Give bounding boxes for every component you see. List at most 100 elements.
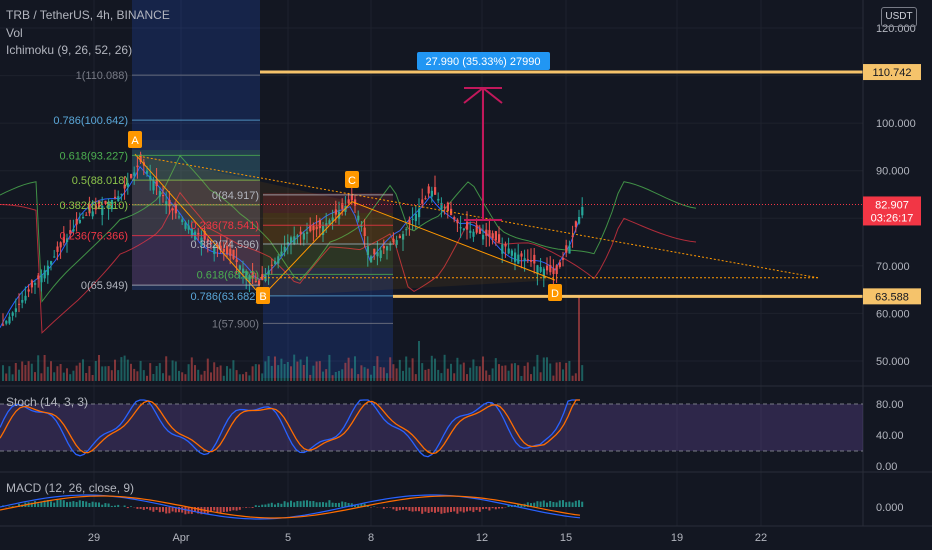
macd-histogram-bar xyxy=(293,502,296,507)
x-tick-label: 19 xyxy=(671,532,683,544)
volume-bar xyxy=(478,366,481,381)
macd-histogram-bar xyxy=(328,500,331,507)
volume-bar xyxy=(8,366,11,381)
currency-button[interactable]: USDT xyxy=(881,7,917,27)
macd-histogram-bar xyxy=(450,507,452,512)
candle-body xyxy=(514,252,517,262)
candle-body xyxy=(296,235,299,237)
macd-histogram-bar xyxy=(520,504,523,507)
time-axis[interactable]: 29 Apr 5 8 12 15 19 22 xyxy=(88,532,767,544)
symbol-title[interactable]: TRB / TetherUS, 4h, BINANCE xyxy=(6,8,170,22)
macd-histogram-bar xyxy=(341,501,344,507)
volume-bar xyxy=(549,363,552,381)
volume-bar xyxy=(472,359,475,381)
measure-label-box[interactable] xyxy=(417,52,550,70)
candle-body xyxy=(293,236,296,245)
volume-bar xyxy=(50,361,52,381)
volume-bar xyxy=(184,374,187,381)
candle-body xyxy=(242,268,245,273)
macd-histogram-bar xyxy=(78,500,81,507)
volume-bar xyxy=(421,363,424,381)
volume-bar xyxy=(165,356,168,381)
volume-bar xyxy=(264,361,267,381)
abcd-fill-1 xyxy=(135,154,352,297)
candle-body xyxy=(370,256,373,263)
macd-histogram-bar xyxy=(558,500,561,507)
candle-body xyxy=(546,265,549,271)
macd-histogram-bar xyxy=(472,507,475,513)
volume-bar xyxy=(251,366,254,381)
candle-body xyxy=(59,242,62,248)
volume-bar xyxy=(213,362,216,381)
candle-body xyxy=(120,193,123,195)
candle-body xyxy=(523,258,526,261)
ichimoku-span-b xyxy=(0,191,697,334)
volume-bar xyxy=(104,366,107,381)
macd-histogram-bar xyxy=(344,502,347,507)
candle-body xyxy=(130,174,133,178)
fib-labels: 1(110.088) 0.786(100.642) 0.618(93.227) 0.5… xyxy=(53,70,393,330)
volume-bar xyxy=(571,375,574,381)
macd-histogram-bar xyxy=(213,507,216,511)
volume-bar xyxy=(62,372,65,381)
candle-body xyxy=(24,295,27,301)
volume-bar xyxy=(414,374,417,381)
ichimoku-span-a xyxy=(0,154,697,303)
macd-histogram-bar xyxy=(277,502,280,507)
candle-body xyxy=(379,250,382,258)
volume-bar xyxy=(46,366,49,381)
macd-histogram-bar xyxy=(43,500,46,507)
candle-body xyxy=(290,237,293,243)
macd-histogram-bar xyxy=(453,507,456,512)
volume-bar xyxy=(539,372,542,381)
volume-bar xyxy=(309,374,312,381)
candle-body xyxy=(165,201,168,206)
candle-body xyxy=(267,270,270,275)
candle-body xyxy=(14,308,17,312)
candle-body xyxy=(200,237,203,246)
macd-histogram-bar xyxy=(245,507,248,508)
fib-level-label: 0.618(93.227) xyxy=(60,150,129,162)
candle-body xyxy=(210,243,213,245)
volume-bar xyxy=(88,366,91,381)
macd-histogram-bar xyxy=(456,507,459,514)
candle-body xyxy=(389,244,392,246)
candle-body xyxy=(34,283,37,285)
fib-zone-grey-left xyxy=(132,140,260,290)
macd-histogram-bar xyxy=(37,503,40,507)
fib-level-label: 0.236(76.366) xyxy=(60,231,129,243)
candle-body xyxy=(66,238,69,243)
candle-body xyxy=(536,265,539,275)
volume-bar xyxy=(555,362,558,381)
volume-bar xyxy=(354,356,356,381)
stoch-legend[interactable]: Stoch (14, 3, 3) xyxy=(6,395,89,409)
macd-histogram-bar xyxy=(402,507,404,510)
vol-legend[interactable]: Vol xyxy=(6,26,23,40)
candle-body xyxy=(357,215,360,221)
candle-body xyxy=(318,220,321,229)
candle-body xyxy=(50,261,53,265)
fib-zone-red-left xyxy=(132,235,260,285)
macd-histogram-bar xyxy=(571,502,574,507)
y-tick-label: 60.000 xyxy=(876,308,910,320)
volume-bar xyxy=(280,358,283,381)
candle-body xyxy=(37,275,40,280)
fib-level-label: 0(84.917) xyxy=(212,190,259,202)
volume-bar xyxy=(494,358,497,381)
volume-bar xyxy=(30,363,33,381)
macd-histogram-bar xyxy=(142,507,145,510)
candle-body xyxy=(363,227,366,236)
candle-body xyxy=(322,226,325,235)
macd-legend[interactable]: MACD (12, 26, close, 9) xyxy=(6,481,135,495)
ichimoku-legend[interactable]: Ichimoku (9, 26, 52, 26) xyxy=(6,43,133,57)
candle-body xyxy=(485,229,488,236)
volume-bar xyxy=(382,367,385,381)
volume-bar xyxy=(568,361,571,381)
volume-bar xyxy=(581,365,584,381)
volume-bar xyxy=(341,369,344,381)
candle-body xyxy=(475,225,478,233)
volume-bar xyxy=(114,359,116,381)
volume-bar xyxy=(357,374,360,381)
